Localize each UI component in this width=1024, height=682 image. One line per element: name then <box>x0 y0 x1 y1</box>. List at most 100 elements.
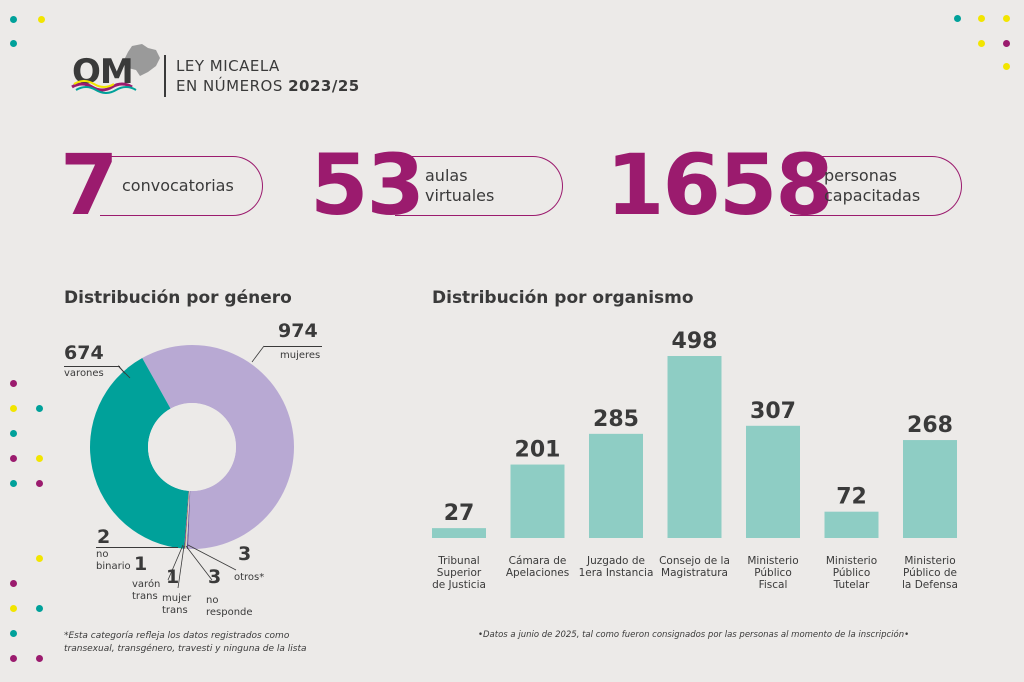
title-line2-prefix: EN NÚMEROS <box>176 77 283 95</box>
pie-label-value: 3 <box>238 543 252 565</box>
bar <box>746 425 800 538</box>
logo-map-icon <box>124 44 160 76</box>
bar-value-label: 498 <box>672 330 718 354</box>
decorative-dot <box>36 405 43 412</box>
stat-label: aulas virtuales <box>425 166 494 206</box>
stat-label-line1: aulas <box>425 166 468 185</box>
stat-label-line1: convocatorias <box>122 176 234 195</box>
pie-label-name: mujer trans <box>162 593 192 616</box>
footnote-line1: *Esta categoría refleja los datos regist… <box>64 631 290 641</box>
pie-label-name: no responde <box>206 595 253 618</box>
bar-category-label: Público <box>754 567 792 579</box>
stat-label-line1: personas <box>824 166 897 185</box>
decorative-dot <box>10 480 17 487</box>
stat-pill <box>395 156 563 216</box>
decorative-dot <box>10 380 17 387</box>
bar-category-label: 1era Instancia <box>579 567 654 579</box>
bar-value-label: 268 <box>907 413 953 438</box>
pie-label-name: varones <box>64 368 104 379</box>
leader-line <box>96 547 178 548</box>
bar-value-label: 72 <box>836 485 867 510</box>
bar-category-label: Tribunal <box>437 555 479 567</box>
bar <box>667 356 722 538</box>
bar <box>432 528 486 538</box>
decorative-dot <box>10 655 17 662</box>
header-divider <box>164 55 166 97</box>
bar <box>589 433 643 538</box>
title-line1: LEY MICAELA <box>176 57 280 75</box>
decorative-dot <box>36 480 43 487</box>
logo-wave-icon <box>71 80 137 94</box>
decorative-dot <box>954 15 961 22</box>
decorative-dot <box>1003 15 1010 22</box>
stat-label: convocatorias <box>122 176 234 196</box>
title-line2-years: 2023/25 <box>288 77 360 95</box>
decorative-dot <box>10 455 17 462</box>
pie-slice-no-binario <box>184 490 189 549</box>
pie-label-name: mujeres <box>280 350 321 361</box>
leader-line <box>64 366 120 367</box>
gender-chart-title: Distribución por género <box>64 288 292 308</box>
pie-label-value: 974 <box>278 320 318 342</box>
pie-label-value: 2 <box>97 526 111 548</box>
decorative-dot <box>10 630 17 637</box>
stat-number: 7 <box>60 136 118 234</box>
stat-label-line2: capacitadas <box>824 186 921 205</box>
donut-hole <box>148 403 236 491</box>
bar-value-label: 27 <box>444 501 475 526</box>
bar-category-label: Ministerio <box>826 555 877 567</box>
pie-label-value: 1 <box>166 566 180 588</box>
pie-slice-no-responde <box>185 490 190 549</box>
bar-category-label: Ministerio <box>904 555 955 567</box>
decorative-dot <box>1003 40 1010 47</box>
decorative-dot <box>36 605 43 612</box>
bar-category-label: Consejo de la <box>659 555 730 567</box>
organism-chart-title: Distribución por organismo <box>432 288 694 308</box>
stat-number: 1658 <box>606 136 834 234</box>
bar-category-label: Superior <box>437 567 482 579</box>
bar-category-label: Ministerio <box>747 555 798 567</box>
gender-donut-chart <box>89 345 294 549</box>
page-title: LEY MICAELA EN NÚMEROS 2023/25 <box>176 56 360 96</box>
bar-category-label: Público <box>833 567 871 579</box>
decorative-dot <box>38 16 45 23</box>
gender-footnote: *Esta categoría refleja los datos regist… <box>64 630 307 656</box>
bar-category-label: Magistratura <box>661 567 728 579</box>
bar-category-label: de Justicia <box>432 579 486 591</box>
bar-category-label: Tutelar <box>833 579 870 591</box>
stat-label-line2: virtuales <box>425 186 495 205</box>
leader-line <box>264 346 322 347</box>
pie-label-name: otros* <box>234 572 265 583</box>
title-line2: EN NÚMEROS 2023/25 <box>176 76 360 96</box>
bar-category-label: Público de <box>903 567 957 579</box>
decorative-dot <box>10 16 17 23</box>
bar-value-label: 307 <box>750 399 796 424</box>
pie-slice-otros <box>186 490 191 549</box>
pie-label-name: no binario <box>96 549 131 572</box>
decorative-dot <box>10 405 17 412</box>
pie-slice-mujeres <box>142 345 294 549</box>
bar-category-label: Apelaciones <box>506 567 569 579</box>
bar-category-label: Juzgado de <box>586 555 645 567</box>
pie-slice-mujer-trans <box>185 490 190 549</box>
pie-slice-var-n-trans <box>184 490 190 549</box>
decorative-dot <box>10 580 17 587</box>
bar-value-label: 201 <box>515 438 561 463</box>
footnote-line2: transexual, transgénero, travesti y ning… <box>64 644 307 654</box>
pie-label-value: 674 <box>64 342 104 364</box>
organism-footnote: •Datos a junio de 2025, tal como fueron … <box>478 630 910 640</box>
decorative-dot <box>10 605 17 612</box>
bar <box>510 464 565 538</box>
pie-label-value: 3 <box>208 566 222 588</box>
pie-label-name: varón trans <box>132 579 161 602</box>
decorative-dot <box>36 455 43 462</box>
stat-pill <box>790 156 962 216</box>
decorative-dot <box>978 40 985 47</box>
decorative-dot <box>978 15 985 22</box>
decorative-dot <box>1003 63 1010 70</box>
decorative-dot <box>10 40 17 47</box>
bar-value-label: 285 <box>593 407 639 432</box>
bar-category-label: Cámara de <box>509 555 567 567</box>
bar-category-label: la Defensa <box>902 579 958 591</box>
